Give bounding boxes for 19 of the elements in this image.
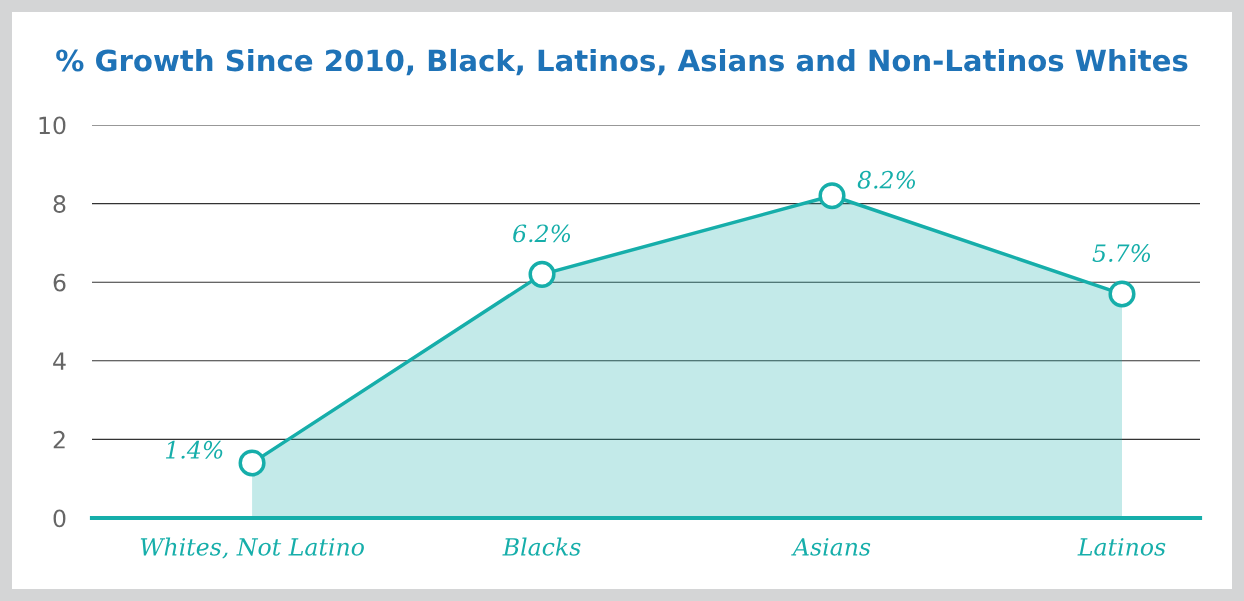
data-label: 5.7% bbox=[1092, 244, 1150, 262]
chart-title: % Growth Since 2010, Black, Latinos, Asians and Non-Latinos Whites bbox=[56, 48, 1188, 76]
y-tick-label: 10 bbox=[39, 116, 66, 135]
y-tick-label: 0 bbox=[53, 509, 66, 528]
y-tick-label: 6 bbox=[53, 273, 66, 292]
y-tick-label: 8 bbox=[53, 195, 66, 213]
x-tick-label: Whites, Not Latino bbox=[140, 537, 364, 559]
data-label: 1.4% bbox=[165, 440, 223, 459]
data-label: 6.2% bbox=[513, 224, 571, 243]
x-tick-label: Blacks bbox=[502, 537, 581, 556]
x-tick-label: Asians bbox=[791, 538, 871, 556]
y-tick-label: 4 bbox=[53, 352, 66, 370]
x-tick-label: Latinos bbox=[1077, 538, 1166, 556]
point bbox=[1108, 280, 1136, 308]
point bbox=[528, 260, 556, 288]
y-tick-label: 2 bbox=[53, 430, 65, 449]
point bbox=[818, 182, 846, 210]
data-label: 8.2% bbox=[857, 170, 916, 189]
point bbox=[238, 449, 266, 477]
